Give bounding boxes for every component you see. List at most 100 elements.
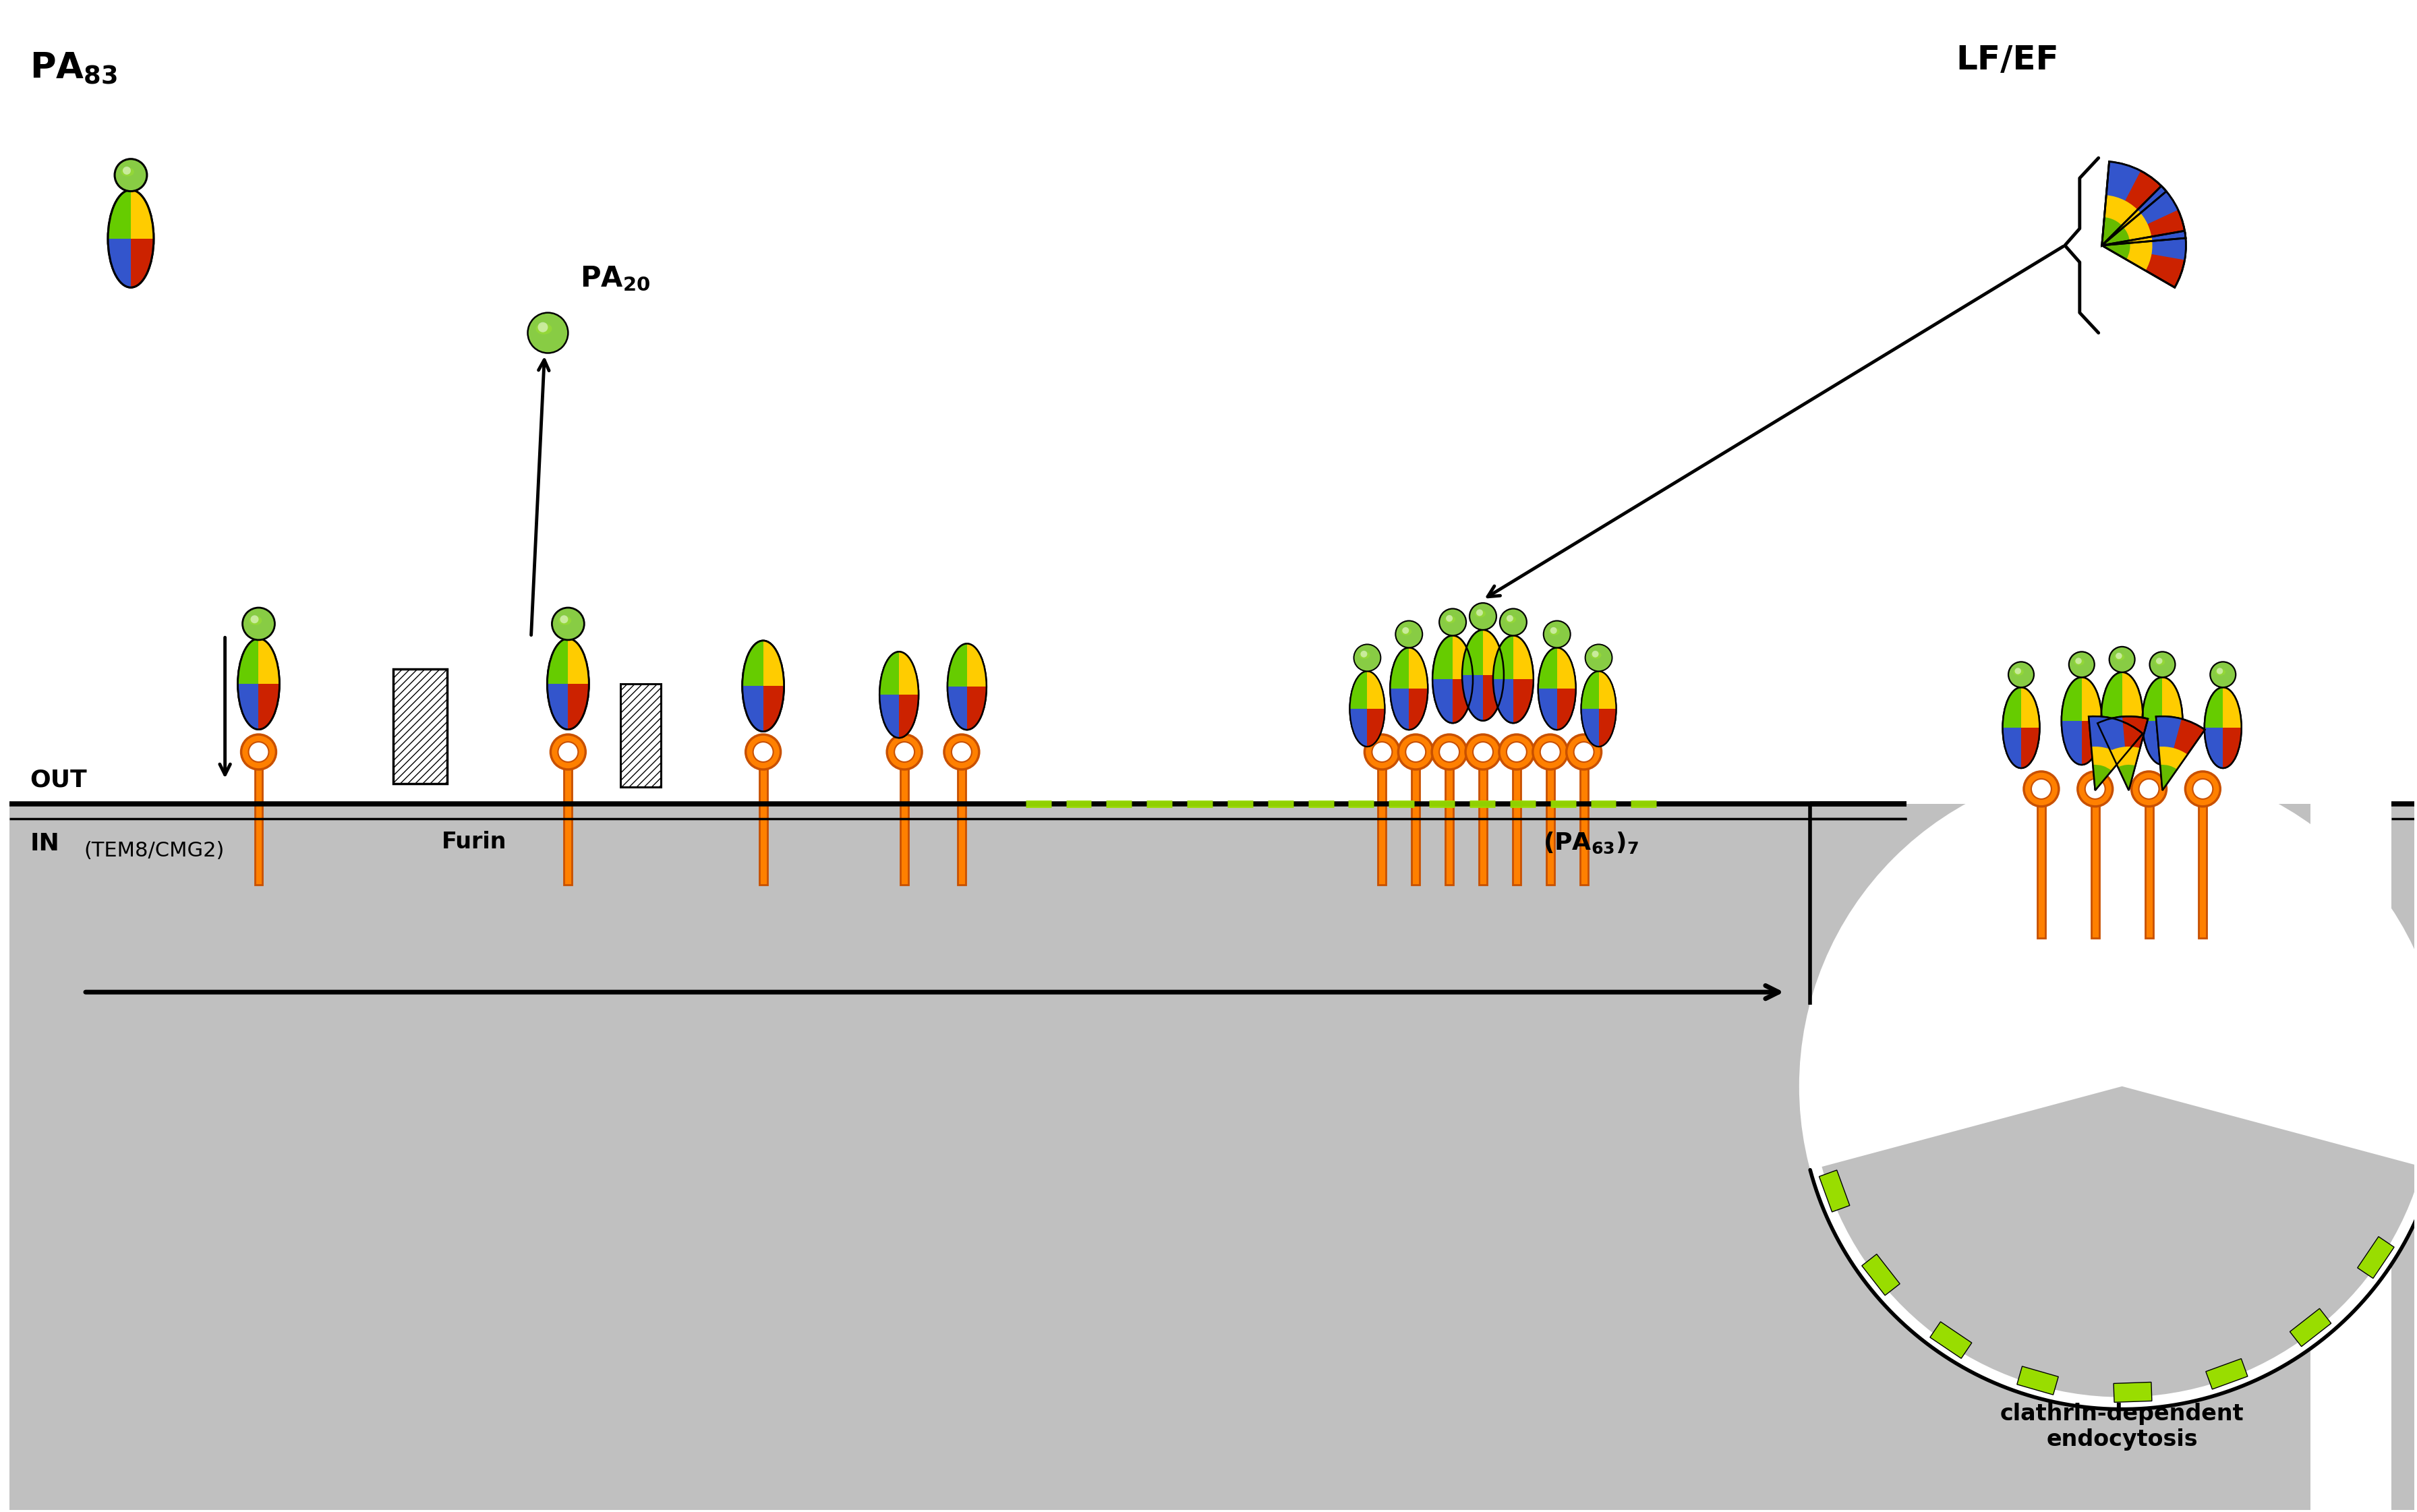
Wedge shape [2103,186,2178,245]
FancyBboxPatch shape [546,638,568,683]
Wedge shape [2110,747,2139,791]
FancyBboxPatch shape [899,652,918,696]
Text: Furin: Furin [442,830,508,853]
FancyBboxPatch shape [109,239,131,287]
FancyBboxPatch shape [568,683,590,729]
Circle shape [2076,658,2081,664]
Wedge shape [2103,162,2166,245]
FancyBboxPatch shape [1433,679,1453,723]
Ellipse shape [1462,631,1503,721]
Circle shape [1438,609,1467,635]
Bar [957,767,967,885]
Bar [1412,767,1419,885]
Circle shape [551,608,585,640]
Bar [1479,767,1486,885]
Polygon shape [2207,1359,2248,1390]
FancyBboxPatch shape [237,683,259,729]
Circle shape [1477,609,1484,615]
Bar [1445,767,1453,885]
Wedge shape [2161,765,2178,791]
Circle shape [1407,742,1426,762]
Circle shape [945,735,979,770]
Circle shape [2110,647,2134,673]
Bar [254,767,263,885]
Ellipse shape [1506,615,1515,623]
Circle shape [539,322,549,333]
Ellipse shape [121,168,133,177]
Circle shape [2086,779,2105,798]
FancyBboxPatch shape [2081,677,2103,721]
Circle shape [1431,735,1467,770]
Circle shape [1366,735,1399,770]
Circle shape [887,735,921,770]
Ellipse shape [109,191,155,287]
FancyBboxPatch shape [131,239,155,287]
Circle shape [1472,742,1494,762]
Bar [2091,804,2100,939]
Circle shape [2079,771,2112,806]
Wedge shape [2103,162,2141,245]
FancyBboxPatch shape [1557,647,1576,689]
FancyBboxPatch shape [1453,635,1472,679]
Ellipse shape [880,652,918,738]
FancyBboxPatch shape [1368,709,1385,747]
Ellipse shape [1537,647,1576,730]
Ellipse shape [546,638,590,729]
Wedge shape [2098,717,2149,791]
Ellipse shape [2154,658,2166,665]
Bar [2144,804,2154,939]
FancyBboxPatch shape [880,652,899,696]
Circle shape [2132,771,2166,806]
Ellipse shape [2216,668,2226,676]
Circle shape [1395,621,1424,647]
FancyBboxPatch shape [2122,718,2144,764]
Ellipse shape [2074,658,2083,665]
FancyBboxPatch shape [259,638,280,683]
FancyBboxPatch shape [880,696,899,738]
Ellipse shape [237,638,280,729]
FancyBboxPatch shape [1349,671,1368,709]
Ellipse shape [1349,671,1385,747]
Bar [2199,804,2207,939]
Ellipse shape [1358,652,1370,659]
Text: $\mathbf{(PA_{63})_7}$: $\mathbf{(PA_{63})_7}$ [1542,830,1639,856]
FancyBboxPatch shape [764,641,783,686]
Circle shape [1798,764,2417,1409]
Ellipse shape [2204,688,2241,768]
Circle shape [2139,779,2158,798]
Wedge shape [2103,240,2129,260]
FancyBboxPatch shape [1598,671,1617,709]
Circle shape [1573,742,1593,762]
FancyBboxPatch shape [1368,671,1385,709]
FancyBboxPatch shape [2204,688,2224,727]
Text: OUT: OUT [29,768,87,792]
Circle shape [1373,742,1392,762]
FancyBboxPatch shape [1390,647,1409,689]
FancyBboxPatch shape [2021,688,2040,727]
FancyBboxPatch shape [109,191,131,239]
Wedge shape [2103,186,2185,245]
Ellipse shape [1433,635,1472,723]
Wedge shape [2103,231,2185,260]
Circle shape [1532,735,1569,770]
Text: clathrin-dependent
endocytosis: clathrin-dependent endocytosis [2001,1403,2243,1450]
FancyBboxPatch shape [1462,676,1484,721]
Circle shape [2016,668,2021,674]
FancyBboxPatch shape [2141,677,2163,721]
FancyBboxPatch shape [1462,631,1484,676]
Ellipse shape [1474,609,1486,617]
Polygon shape [1931,1321,1972,1358]
FancyBboxPatch shape [967,686,986,730]
Ellipse shape [2115,653,2125,661]
FancyBboxPatch shape [1390,689,1409,730]
Circle shape [1438,742,1460,762]
Ellipse shape [1390,647,1428,730]
Circle shape [2030,779,2052,798]
Wedge shape [2103,231,2185,287]
Ellipse shape [1581,671,1617,747]
Wedge shape [2088,717,2117,791]
Text: $\mathbf{PA_{20}}$: $\mathbf{PA_{20}}$ [580,265,650,292]
FancyBboxPatch shape [131,191,155,239]
Circle shape [1501,609,1528,635]
Wedge shape [2088,717,2144,791]
